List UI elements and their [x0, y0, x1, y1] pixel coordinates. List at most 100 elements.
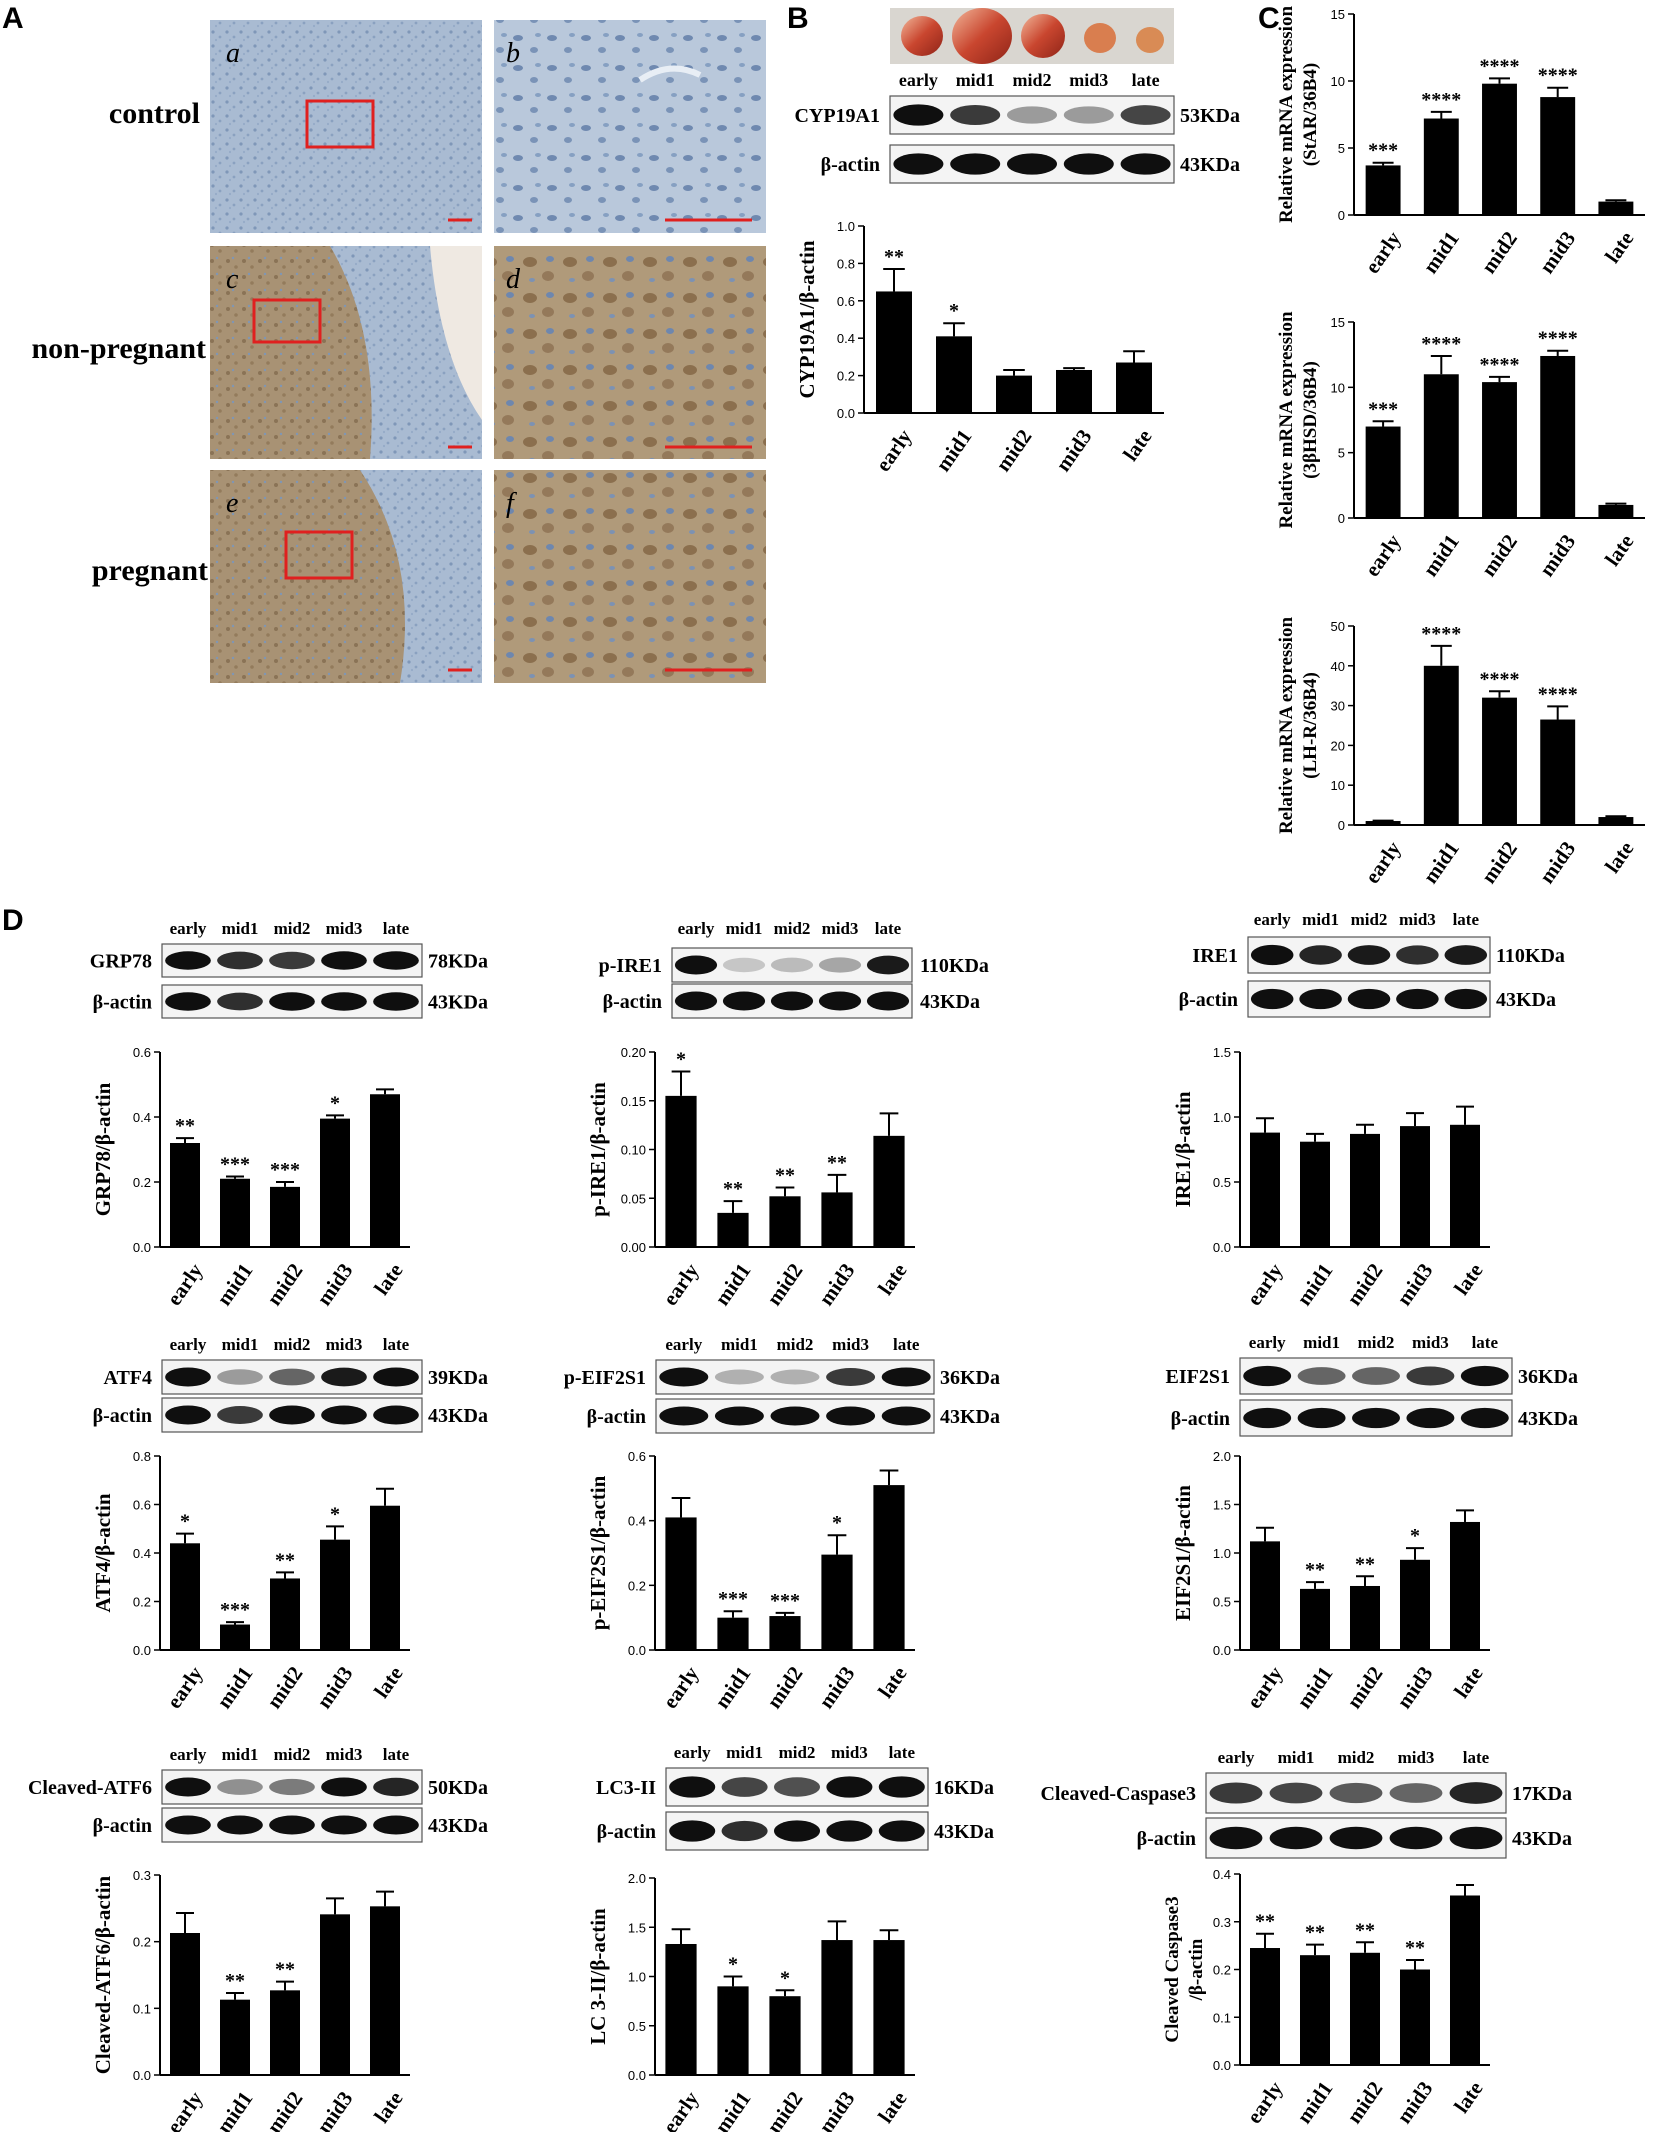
- x-tick-label-mid2: mid2: [762, 1662, 808, 1713]
- blot-band: [826, 1820, 873, 1842]
- x-tick-label-mid3: mid3: [312, 1662, 358, 1713]
- significance-mark: *: [949, 300, 959, 322]
- panel-label-a: A: [2, 2, 24, 35]
- bar-mid3: [1400, 1559, 1430, 1650]
- lane-label-mid1: mid1: [1278, 1748, 1315, 1767]
- lane-label-late: late: [889, 1743, 916, 1762]
- bar-mid3: [1540, 719, 1576, 825]
- blot-band: [1209, 1782, 1263, 1804]
- significance-mark: **: [723, 1178, 743, 1200]
- blot-band: [1120, 105, 1171, 125]
- x-tick-label-late: late: [1600, 837, 1638, 878]
- significance-mark: ****: [1480, 354, 1520, 376]
- blot-band: [878, 1820, 925, 1842]
- y-tick-label: 0.2: [133, 1175, 151, 1190]
- x-tick-label-mid3: mid3: [1534, 227, 1580, 278]
- y-tick-label: 0.0: [133, 1643, 151, 1658]
- lane-label-mid3: mid3: [831, 1743, 868, 1762]
- bar-late: [1598, 817, 1634, 825]
- y-tick-label: 2.0: [628, 1871, 646, 1886]
- blot-band: [722, 957, 766, 973]
- y-tick-label: 30: [1331, 699, 1345, 714]
- y-tick-label: 0.0: [837, 406, 855, 421]
- svg-text:f: f: [506, 488, 517, 519]
- blot-band: [1449, 1826, 1503, 1850]
- blot-protein-label: β-actin: [1171, 1408, 1230, 1430]
- blot-band: [1329, 1826, 1383, 1850]
- significance-mark: **: [1355, 1553, 1375, 1575]
- bar-late: [1450, 1895, 1480, 2065]
- western-blot-d2: early mid1 mid2 mid3 late p-IRE1 110KDa β-actin…: [599, 919, 989, 1019]
- bar-mid1: [1300, 1141, 1330, 1247]
- bar-early: [1365, 821, 1401, 825]
- bar-mid1: [717, 1212, 749, 1247]
- x-tick-label-late: late: [369, 1259, 407, 1300]
- x-tick-label-mid2: mid2: [1342, 1662, 1388, 1713]
- y-tick-label: 0.15: [621, 1094, 646, 1109]
- y-tick-label: 0.8: [133, 1449, 151, 1464]
- x-tick-label-mid2: mid2: [762, 1259, 808, 1310]
- western-blot-d4: early mid1 mid2 mid3 late ATF4 39KDa β-actin 43K…: [93, 1335, 488, 1433]
- bar-early: [1250, 1948, 1280, 2065]
- lane-label-mid3: mid3: [1399, 910, 1436, 929]
- blot-band: [721, 1820, 768, 1842]
- blot-protein-label: β-actin: [587, 1406, 646, 1428]
- row-label-pregnant: pregnant: [92, 554, 208, 587]
- lane-label-mid1: mid1: [721, 1335, 758, 1354]
- blot-band: [269, 1368, 315, 1386]
- y-tick-label: 0.1: [133, 2001, 151, 2016]
- significance-mark: **: [1405, 1937, 1425, 1959]
- western-blot-d7: early mid1 mid2 mid3 late Cleaved-ATF6 50KDa β-…: [28, 1745, 488, 1843]
- lane-label-early: early: [678, 919, 715, 938]
- micrograph-f: f: [494, 470, 766, 683]
- blot-band: [674, 955, 718, 975]
- blot-band: [1297, 1367, 1346, 1385]
- x-tick-label-mid1: mid1: [212, 1662, 258, 1713]
- lane-label-late: late: [875, 919, 902, 938]
- blot-band: [773, 1820, 821, 1842]
- y-axis-label: Relative mRNA expression: [1276, 311, 1297, 529]
- blot-band: [669, 1820, 716, 1842]
- y-tick-label: 0.10: [621, 1143, 646, 1158]
- lane-label-mid1: mid1: [956, 70, 995, 90]
- x-tick-label-mid3: mid3: [1534, 837, 1580, 888]
- bar-mid1: [1423, 374, 1459, 518]
- blot-size-label: 43KDa: [428, 1405, 488, 1427]
- blot-size-label: 43KDa: [934, 1821, 994, 1843]
- bar-mid2: [1350, 1585, 1380, 1650]
- lane-label-early: early: [1254, 910, 1291, 929]
- blot-band: [1007, 153, 1057, 175]
- blot-band: [773, 1777, 821, 1797]
- blot-band: [1269, 1826, 1323, 1850]
- x-tick-label-mid1: mid1: [212, 2087, 258, 2132]
- bar-mid3: [1056, 369, 1092, 413]
- x-tick-label-mid1: mid1: [710, 1259, 756, 1310]
- blot-band: [1347, 945, 1391, 965]
- x-tick-label-mid1: mid1: [1418, 227, 1464, 278]
- blot-band: [893, 104, 944, 126]
- lane-label-mid2: mid2: [1351, 910, 1388, 929]
- bar-mid2: [769, 1996, 801, 2075]
- lane-label-late: late: [1472, 1333, 1499, 1352]
- y-tick-label: 0.2: [1213, 1963, 1231, 1978]
- x-tick-label-mid3: mid3: [312, 2087, 358, 2132]
- y-axis-label: p-IRE1/β-actin: [586, 1082, 610, 1217]
- blot-band: [321, 1777, 367, 1797]
- blot-band: [1460, 1407, 1509, 1429]
- blot-band: [269, 1778, 315, 1796]
- blot-band: [1352, 1407, 1400, 1429]
- y-tick-label: 0.5: [1213, 1175, 1231, 1190]
- bar-late: [873, 1135, 905, 1247]
- x-tick-label-mid2: mid2: [991, 425, 1037, 476]
- bar-chart-c1: 0 5 10 15 Relative mRNA expression (StAR/36B4…: [1276, 6, 1645, 278]
- blot-band: [878, 1776, 925, 1798]
- blot-band: [217, 951, 263, 970]
- y-axis-label: /β-actin: [1186, 1938, 1207, 2001]
- blot-size-label: 43KDa: [1518, 1408, 1578, 1430]
- bar-chart-c2: 0 5 10 15 Relative mRNA expression (3βHSD/36B…: [1276, 311, 1645, 581]
- y-tick-label: 40: [1331, 659, 1345, 674]
- x-tick-label-mid1: mid1: [1418, 530, 1464, 581]
- y-tick-label: 0.8: [837, 256, 855, 271]
- blot-band: [1063, 106, 1114, 124]
